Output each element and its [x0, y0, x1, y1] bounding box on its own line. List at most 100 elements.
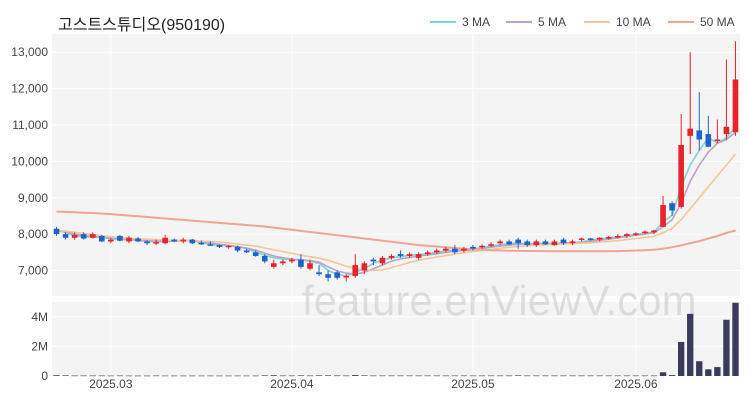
volume-bar: [433, 375, 440, 377]
candle: [696, 92, 703, 151]
legend-swatch: [430, 21, 456, 23]
candle: [379, 255, 386, 266]
legend-item: 50 MA: [668, 15, 735, 29]
candle: [62, 232, 69, 240]
volume-bar: [732, 302, 739, 376]
volume-bar: [134, 375, 142, 377]
price-panel: [52, 34, 740, 296]
volume-bar: [650, 375, 658, 377]
volume-bar: [279, 375, 287, 377]
candle: [569, 239, 576, 246]
volume-bar: [80, 375, 87, 377]
volume-bar: [587, 375, 594, 377]
candle: [723, 59, 730, 140]
candle: [198, 240, 205, 246]
volume-bar: [225, 375, 232, 377]
candle: [452, 245, 458, 255]
candlesticks: [53, 41, 739, 282]
candle-body: [660, 205, 666, 227]
legend-label: 50 MA: [700, 15, 735, 29]
candle: [515, 237, 522, 249]
volume-bar: [415, 375, 422, 377]
volume-bar: [569, 375, 576, 377]
candle-body: [270, 263, 277, 267]
volume-bar: [324, 375, 332, 377]
candle: [406, 252, 413, 258]
moving-average-lines: [56, 126, 737, 277]
candle: [587, 237, 594, 241]
volume-bar: [107, 375, 115, 377]
candle: [216, 244, 223, 248]
candle-body: [71, 234, 78, 238]
volume-bar: [424, 375, 431, 377]
candle: [705, 115, 712, 147]
candle: [289, 257, 295, 264]
candle: [316, 265, 322, 276]
candle: [651, 229, 657, 235]
candle-body: [614, 235, 621, 238]
volume-bar: [578, 375, 585, 377]
candle: [433, 248, 440, 255]
volume-bar: [487, 375, 495, 377]
candle: [307, 259, 313, 271]
candle-body: [117, 235, 123, 241]
volume-bar: [171, 375, 178, 377]
candle-body: [578, 238, 585, 241]
volume-bar: [306, 375, 314, 377]
candle: [497, 239, 503, 246]
price-axis-ticks: 7,000 8,000 9,000 10,000 11,000 12,000 13,000: [11, 45, 48, 277]
date-axis-ticks: 2025.03 2025.04 2025.05 2025.06: [89, 377, 658, 391]
candle: [343, 274, 350, 282]
candle-body: [62, 234, 69, 238]
candle: [162, 234, 168, 245]
candle-body: [352, 265, 359, 276]
volume-bar: [668, 375, 676, 376]
candle-body: [289, 259, 295, 262]
candle: [298, 254, 304, 269]
candle-body: [415, 254, 422, 258]
candle: [560, 237, 567, 246]
candle-body: [189, 239, 196, 244]
candle: [732, 41, 739, 136]
price-tick-label: 13,000: [11, 45, 48, 59]
volume-bar: [397, 375, 404, 377]
date-tick-label: 2025.03: [89, 377, 133, 391]
volume-bar: [496, 375, 504, 377]
candle-body: [234, 246, 241, 251]
candle: [442, 246, 449, 253]
legend-swatch: [668, 21, 694, 23]
volume-bar: [560, 375, 567, 377]
candle: [243, 248, 250, 254]
candle-body: [171, 239, 178, 242]
candle: [89, 232, 96, 239]
volume-bar: [352, 375, 359, 376]
candle-body: [524, 241, 531, 246]
candle: [424, 250, 431, 256]
candle-body: [261, 255, 268, 262]
volume-bar: [297, 375, 305, 377]
candle-body: [624, 234, 630, 236]
legend-item: 3 MA: [430, 15, 490, 29]
candle: [144, 240, 150, 246]
volume-bar: [460, 375, 468, 377]
candle: [126, 235, 132, 244]
candle-body: [298, 259, 304, 267]
candle: [687, 52, 694, 155]
volume-bar: [641, 375, 649, 377]
candle: [578, 237, 585, 242]
candle: [252, 250, 259, 257]
volume-bar: [180, 375, 187, 377]
volume-bar: [116, 375, 124, 377]
candle: [98, 234, 105, 243]
volume-bar: [677, 341, 685, 376]
candle: [678, 114, 684, 209]
candle: [488, 242, 494, 247]
volume-bar: [542, 375, 549, 377]
candle-body: [307, 263, 313, 269]
volume-bar: [696, 361, 703, 376]
volume-bar: [198, 375, 205, 377]
candle: [605, 235, 612, 240]
volume-bar: [596, 375, 603, 377]
volume-bar: [524, 375, 531, 377]
